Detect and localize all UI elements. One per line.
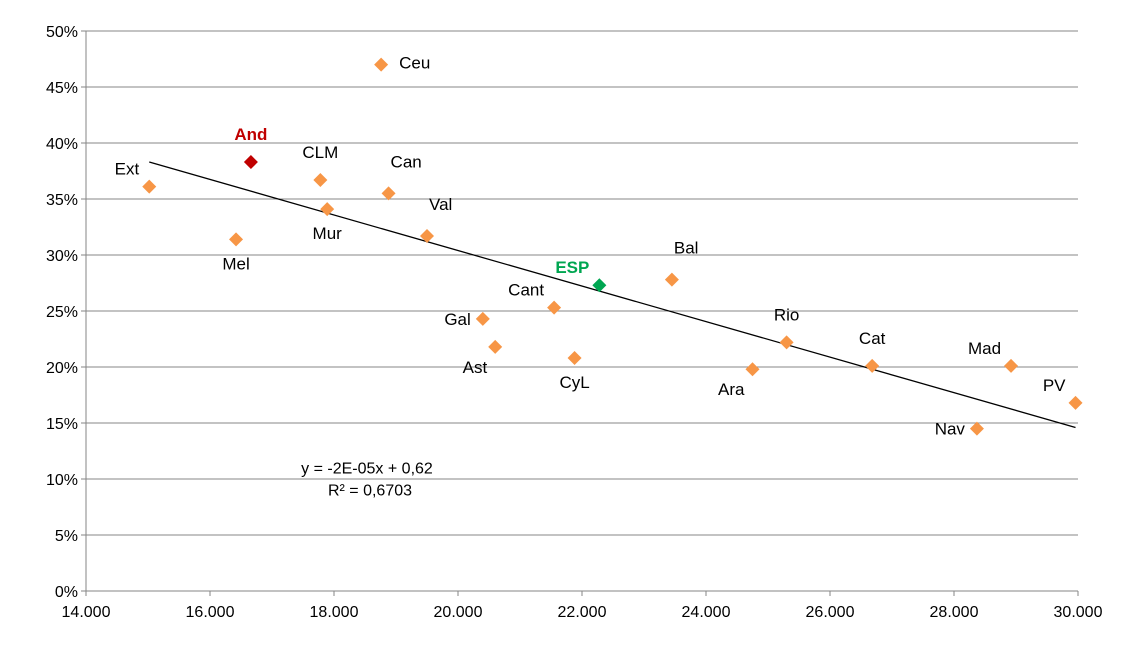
y-tick-label: 45% <box>46 80 78 97</box>
point-label-can: Can <box>391 152 422 171</box>
point-ceu <box>374 57 389 72</box>
point-ast <box>488 339 503 354</box>
point-label-gal: Gal <box>444 310 470 329</box>
y-tick-label: 5% <box>55 528 78 545</box>
point-labels: Ext Mel And CLM Mur Ceu Can Val Gal Ast Cant CyL ESP… <box>115 54 1066 439</box>
x-tick-label: 30.000 <box>1054 604 1103 621</box>
point-label-and: And <box>234 125 267 144</box>
y-tick-label: 20% <box>46 360 78 377</box>
y-tick-label: 15% <box>46 416 78 433</box>
point-pv <box>1068 395 1083 410</box>
y-tick-label: 25% <box>46 304 78 321</box>
point-ara <box>745 362 760 377</box>
x-tick-label: 26.000 <box>806 604 855 621</box>
trendline-group <box>149 161 1076 429</box>
trendline-r2-text: R² = 0,6703 <box>328 483 412 500</box>
point-gal <box>475 311 490 326</box>
axes: 0% 5% 10% 15% 20% 25% 30% 35% 40% 45% 50% 14.000 16.… <box>46 24 1103 621</box>
gridlines <box>86 30 1078 536</box>
point-cant <box>547 300 562 315</box>
point-label-ara: Ara <box>718 380 745 399</box>
point-can <box>381 186 396 201</box>
point-bal <box>664 272 679 287</box>
point-mur <box>320 202 335 217</box>
x-tick-label: 14.000 <box>62 604 111 621</box>
point-label-cyl: CyL <box>559 373 589 392</box>
point-label-esp: ESP <box>555 258 589 277</box>
x-tick-label: 16.000 <box>186 604 235 621</box>
point-label-ceu: Ceu <box>399 54 430 73</box>
x-tick-label: 18.000 <box>310 604 359 621</box>
point-label-cat: Cat <box>859 329 886 348</box>
point-label-ast: Ast <box>463 358 488 377</box>
point-cat <box>865 358 880 373</box>
y-tick-label: 35% <box>46 192 78 209</box>
y-tick-label: 50% <box>46 24 78 41</box>
point-label-ext: Ext <box>115 160 140 179</box>
point-val <box>420 228 434 243</box>
x-tick-label: 24.000 <box>682 604 731 621</box>
y-tick-label: 30% <box>46 248 78 265</box>
point-mel <box>229 232 244 247</box>
point-label-rio: Rio <box>774 305 800 324</box>
point-esp <box>592 278 607 293</box>
trendline <box>149 161 1076 429</box>
point-label-pv: PV <box>1043 376 1066 395</box>
trendline-equation: y = -2E-05x + 0,62 R² = 0,6703 <box>301 461 433 500</box>
point-label-nav: Nav <box>935 420 966 439</box>
x-tick-label: 22.000 <box>558 604 607 621</box>
point-label-clm: CLM <box>302 143 338 162</box>
y-tick-label: 0% <box>55 584 78 601</box>
point-label-val: Val <box>429 195 452 214</box>
point-label-bal: Bal <box>674 239 699 258</box>
point-cyl <box>567 351 582 366</box>
y-tick-label: 10% <box>46 472 78 489</box>
point-and <box>243 155 258 170</box>
point-mad <box>1004 358 1019 373</box>
point-rio <box>779 335 794 350</box>
x-tick-label: 28.000 <box>930 604 979 621</box>
point-label-mad: Mad <box>968 339 1001 358</box>
point-label-mel: Mel <box>222 254 249 273</box>
trendline-equation-text: y = -2E-05x + 0,62 <box>301 461 433 478</box>
point-label-cant: Cant <box>508 281 544 300</box>
point-label-mur: Mur <box>313 224 343 243</box>
point-nav <box>969 421 984 436</box>
x-tick-label: 20.000 <box>434 604 483 621</box>
point-ext <box>142 179 157 194</box>
data-points <box>142 57 1083 436</box>
point-clm <box>313 172 328 187</box>
y-tick-label: 40% <box>46 136 78 153</box>
